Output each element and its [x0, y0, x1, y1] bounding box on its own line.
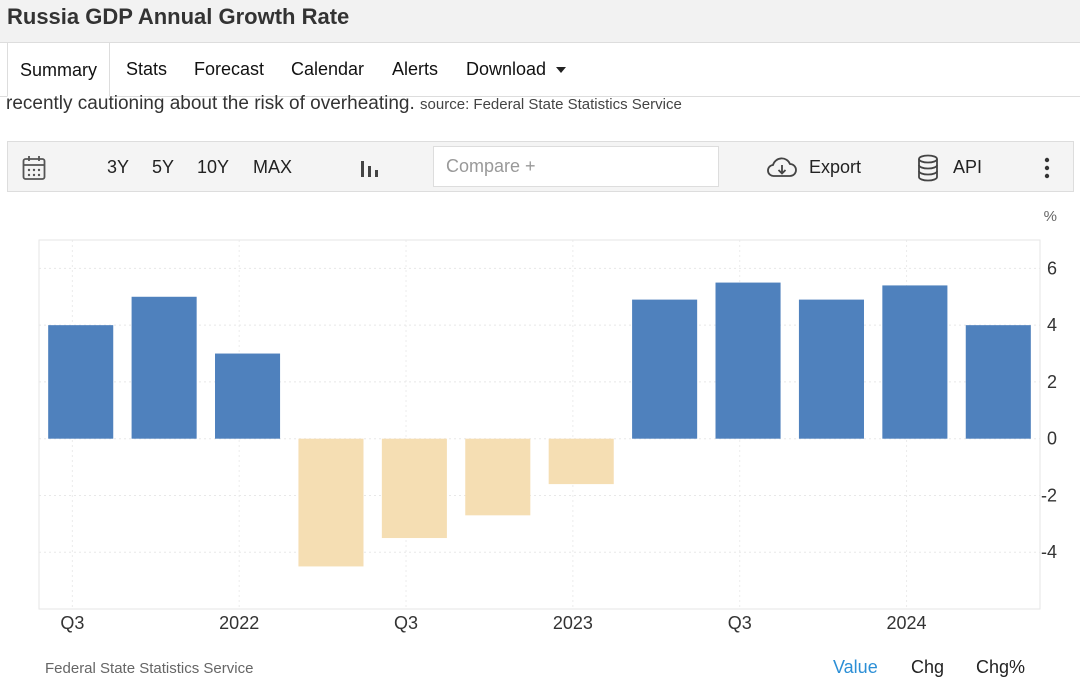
range-3y-button[interactable]: 3Y: [107, 157, 130, 177]
bar: [548, 438, 614, 485]
x-tick-label: 2022: [219, 613, 259, 633]
chg-percent-tab[interactable]: Chg%: [976, 657, 1026, 677]
summary-text: recently cautioning about the risk of ov…: [6, 93, 682, 115]
tab-download[interactable]: Download: [466, 42, 567, 96]
summary-source: source: Federal State Statistics Service: [420, 96, 682, 113]
bar: [48, 325, 114, 439]
plot-frame: [38, 239, 1041, 610]
y-tick-label: 0: [1047, 429, 1057, 449]
chart-area: % 6 4 2 0 -2 -4 Q3 2022 Q3 2023 Q3 2024: [7, 192, 1074, 694]
caret-down-icon: [556, 67, 567, 74]
bar: [965, 325, 1031, 439]
bar: [465, 438, 531, 516]
bar: [215, 353, 281, 439]
bar-chart: % 6 4 2 0 -2 -4 Q3 2022 Q3 2023 Q3 2024: [38, 208, 1057, 633]
tab-bar: Summary Stats Forecast Calendar Alerts D…: [0, 42, 1080, 97]
range-max-button[interactable]: MAX: [253, 157, 293, 177]
bar: [131, 296, 197, 439]
bar: [632, 299, 698, 439]
bar: [298, 438, 364, 567]
y-tick-label: -2: [1041, 485, 1057, 505]
bar: [882, 285, 948, 439]
bar-chart-icon[interactable]: [358, 142, 380, 193]
range-5y-button[interactable]: 5Y: [152, 157, 175, 177]
tab-alerts[interactable]: Alerts: [392, 59, 439, 79]
x-tick-label: 2023: [553, 613, 593, 633]
api-label: API: [953, 157, 983, 177]
title-bar: Russia GDP Annual Growth Rate: [0, 0, 1080, 43]
tab-calendar[interactable]: Calendar: [291, 59, 365, 79]
y-tick-label: 4: [1047, 315, 1057, 335]
tab-stats[interactable]: Stats: [126, 59, 168, 79]
calendar-icon[interactable]: [22, 142, 46, 193]
tab-download-label: Download: [466, 59, 547, 79]
export-label: Export: [809, 157, 862, 177]
x-tick-label: Q3: [728, 613, 752, 633]
chg-tab[interactable]: Chg: [911, 657, 945, 677]
value-tab[interactable]: Value: [833, 657, 878, 677]
api-button[interactable]: API: [916, 142, 982, 193]
unit-label: %: [1044, 208, 1057, 225]
page-title: Russia GDP Annual Growth Rate: [7, 4, 350, 29]
summary-sentence: recently cautioning about the risk of ov…: [6, 93, 415, 114]
cloud-download-icon: [767, 157, 797, 178]
y-tick-label: -4: [1041, 542, 1057, 562]
chart-toolbar: 3Y 5Y 10Y MAX Export API: [7, 141, 1074, 192]
database-icon: [918, 154, 938, 182]
y-tick-label: 6: [1047, 258, 1057, 278]
x-tick-label: Q3: [394, 613, 418, 633]
x-tick-label: Q3: [60, 613, 84, 633]
bar: [381, 438, 447, 539]
compare-input[interactable]: [433, 146, 719, 187]
tab-summary[interactable]: Summary: [7, 42, 111, 97]
bar: [715, 282, 781, 439]
x-tick-label: 2024: [887, 613, 927, 633]
y-tick-label: 2: [1047, 372, 1057, 392]
tab-forecast[interactable]: Forecast: [194, 59, 265, 79]
range-10y-button[interactable]: 10Y: [197, 157, 230, 177]
footer-source: Federal State Statistics Service: [45, 660, 254, 677]
more-options-icon[interactable]: [1044, 142, 1050, 193]
export-button[interactable]: Export: [766, 142, 861, 193]
bar: [798, 299, 864, 439]
